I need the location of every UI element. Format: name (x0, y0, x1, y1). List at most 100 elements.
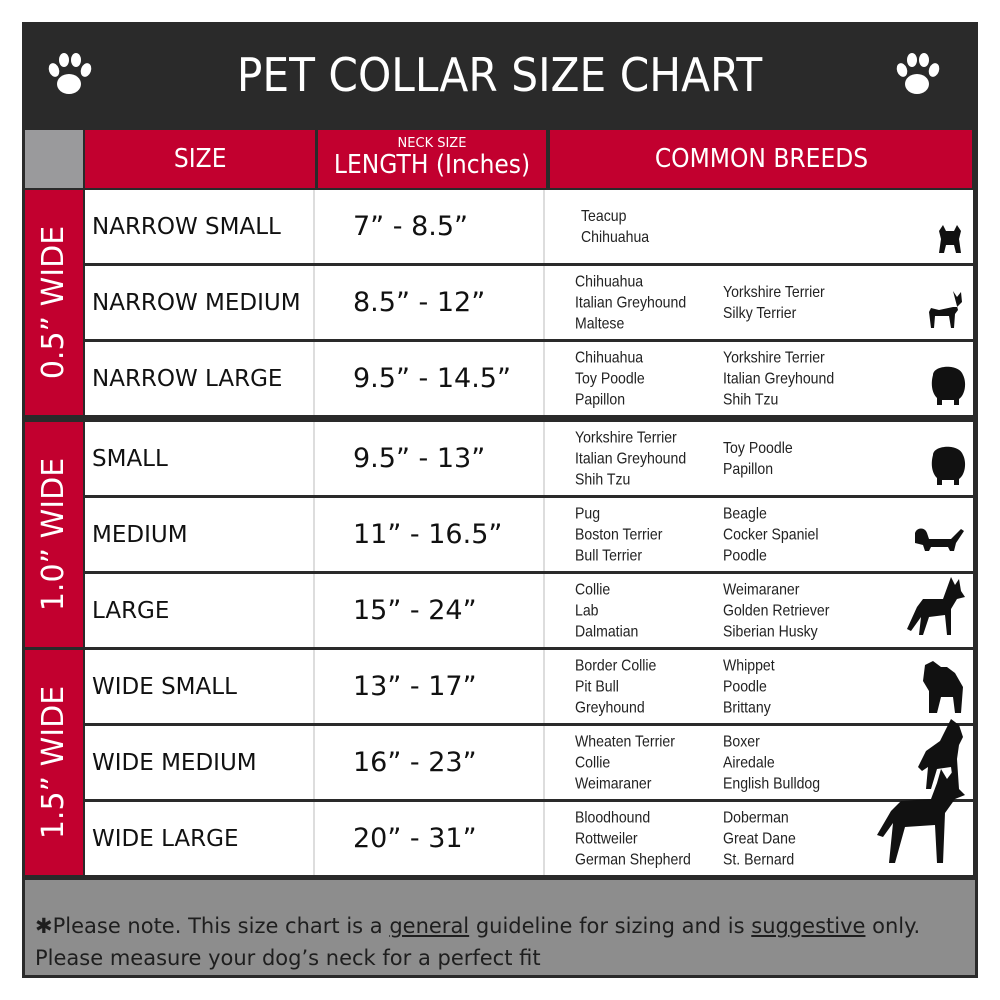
breed-name: Italian Greyhound (723, 370, 835, 387)
breeds-right-column: Yorkshire Terrier Italian Greyhound Shih T… (723, 347, 849, 410)
breed-name: Dalmatian (575, 623, 639, 640)
note-suggestive: suggestive (751, 914, 866, 938)
breeds-cell: Wheaten Terrier Collie Weimaraner Boxer Aire… (547, 719, 973, 799)
breeds-right-column: Yorkshire Terrier Silky Terrier (723, 282, 839, 324)
length-cell: 13” - 17” (317, 650, 545, 723)
breed-name: Bull Terrier (575, 547, 643, 564)
note-line-2: Please measure your dog’s neck for a per… (35, 946, 541, 970)
header-length-label: LENGTH (Inches) (333, 150, 531, 180)
breed-name: Whippet (723, 657, 775, 674)
table-row: NARROW MEDIUM 8.5” - 12” Chihuahua Italian … (85, 266, 973, 339)
breeds-left-column: Chihuahua Toy Poodle Papillon (575, 347, 654, 410)
breed-name: German Shepherd (575, 851, 691, 868)
breed-name: Golden Retriever (723, 602, 830, 619)
breeds-left-column: Collie Lab Dalmatian (575, 579, 647, 642)
breed-name: Cocker Spaniel (723, 526, 819, 543)
breeds-right-column: Whippet Poodle Brittany (723, 655, 782, 718)
breeds-left-column: Teacup Chihuahua (581, 206, 658, 248)
breed-name: Yorkshire Terrier (575, 429, 677, 446)
width-group-text: 0.5” WIDE (36, 225, 72, 380)
breed-name: Weimaraner (575, 775, 652, 792)
size-cell: NARROW SMALL (85, 190, 315, 263)
breed-name: Boston Terrier (575, 526, 663, 543)
breed-name: Maltese (575, 315, 625, 332)
breed-name: Yorkshire Terrier (723, 283, 825, 301)
size-chart: PET COLLAR SIZE CHART SIZE NECK SIZE LEN… (22, 22, 978, 978)
breed-name: Poodle (723, 678, 767, 695)
breed-name: Pug (575, 505, 601, 522)
note-text: only. (865, 914, 921, 938)
width-group-text: 1.5” WIDE (36, 685, 72, 840)
breed-name: Poodle (723, 547, 767, 564)
corner-cell (25, 130, 83, 188)
width-group-label: 0.5” WIDE (25, 190, 83, 415)
size-cell: NARROW LARGE (85, 342, 315, 415)
size-cell: WIDE LARGE (85, 802, 315, 875)
breed-name: Siberian Husky (723, 623, 818, 640)
breeds-cell: Collie Lab Dalmatian Weimaraner Golden Retri… (547, 574, 973, 647)
header-breeds: COMMON BREEDS (550, 130, 972, 188)
breed-name: Silky Terrier (723, 304, 797, 322)
table-row: NARROW SMALL 7” - 8.5” Teacup Chihuahua (85, 190, 973, 263)
breed-name: Chihuahua (581, 228, 650, 246)
breed-name: St. Bernard (723, 851, 795, 868)
note-text: ✱Please note. This size chart is a (35, 914, 390, 938)
breed-name: Collie (575, 754, 611, 771)
length-cell: 9.5” - 14.5” (317, 342, 545, 415)
shepherd-silhouette-icon (905, 575, 967, 643)
length-cell: 11” - 16.5” (317, 498, 545, 571)
breeds-right-column: Toy Poodle Papillon (723, 438, 802, 480)
breed-name: Doberman (723, 809, 789, 826)
breed-name: Greyhound (575, 699, 645, 716)
size-cell: WIDE MEDIUM (85, 726, 315, 799)
header-length: NECK SIZE LENGTH (Inches) (318, 130, 546, 188)
breeds-left-column: Chihuahua Italian Greyhound Maltese (575, 271, 701, 334)
length-cell: 7” - 8.5” (317, 190, 545, 263)
breed-name: Toy Poodle (575, 370, 645, 387)
bulldog-silhouette-icon (921, 659, 967, 719)
breeds-left-column: Wheaten Terrier Collie Weimaraner (575, 731, 689, 794)
breeds-right-column: Beagle Cocker Spaniel Poodle (723, 503, 832, 566)
breeds-left-column: Yorkshire Terrier Italian Greyhound Shih T… (575, 427, 701, 490)
breed-name: Papillon (575, 391, 626, 408)
breed-name: Toy Poodle (723, 439, 793, 457)
breed-name: Yorkshire Terrier (723, 349, 825, 366)
table-row: MEDIUM 11” - 16.5” Pug Boston Terrier Bull T… (85, 498, 973, 571)
table-row: SMALL 9.5” - 13” Yorkshire Terrier Italian … (85, 422, 973, 495)
breed-name: Teacup (581, 207, 627, 225)
header-size: SIZE (85, 130, 315, 188)
breeds-cell: Teacup Chihuahua (547, 190, 973, 263)
width-group-text: 1.0” WIDE (36, 457, 72, 612)
breed-name: Brittany (723, 699, 771, 716)
size-cell: MEDIUM (85, 498, 315, 571)
breed-name: Italian Greyhound (575, 294, 687, 311)
breeds-right-column: Doberman Great Dane St. Bernard (723, 807, 806, 870)
breed-name: Wheaten Terrier (575, 733, 675, 750)
breeds-left-column: Pug Boston Terrier Bull Terrier (575, 503, 674, 566)
pitbull-silhouette-icon (911, 717, 967, 795)
breeds-left-column: Border Collie Pit Bull Greyhound (575, 655, 667, 718)
breed-name: English Bulldog (723, 775, 821, 792)
breed-name: Shih Tzu (723, 391, 779, 408)
table-row: WIDE LARGE 20” - 31” Bloodhound Rottweiler G… (85, 769, 973, 875)
size-cell: LARGE (85, 574, 315, 647)
chihuahua-silhouette-icon (923, 287, 967, 335)
header-size-label: SIZE (173, 144, 227, 174)
paw-print-icon (896, 53, 940, 94)
breeds-cell: Pug Boston Terrier Bull Terrier Beagle Cocke… (547, 498, 973, 571)
pomeranian-silhouette-icon (925, 361, 967, 411)
breed-name: Italian Greyhound (575, 450, 687, 467)
breed-name: Airedale (723, 754, 775, 771)
breed-name: Border Collie (575, 657, 657, 674)
breed-name: Lab (575, 602, 599, 619)
length-cell: 8.5” - 12” (317, 266, 545, 339)
breed-name: Weimaraner (723, 581, 800, 598)
table-row: NARROW LARGE 9.5” - 14.5” Chihuahua Toy Poo… (85, 342, 973, 415)
breeds-cell: Chihuahua Italian Greyhound Maltese Yorkshi… (547, 266, 973, 339)
doberman-silhouette-icon (863, 767, 967, 871)
table-row: WIDE SMALL 13” - 17” Border Collie Pit Bull… (85, 650, 973, 723)
breed-name: Rottweiler (575, 830, 638, 847)
length-cell: 15” - 24” (317, 574, 545, 647)
table-row: LARGE 15” - 24” Collie Lab Dalmatian Weimaran… (85, 574, 973, 647)
breeds-cell: Bloodhound Rottweiler German Shepherd Dober… (547, 769, 973, 875)
